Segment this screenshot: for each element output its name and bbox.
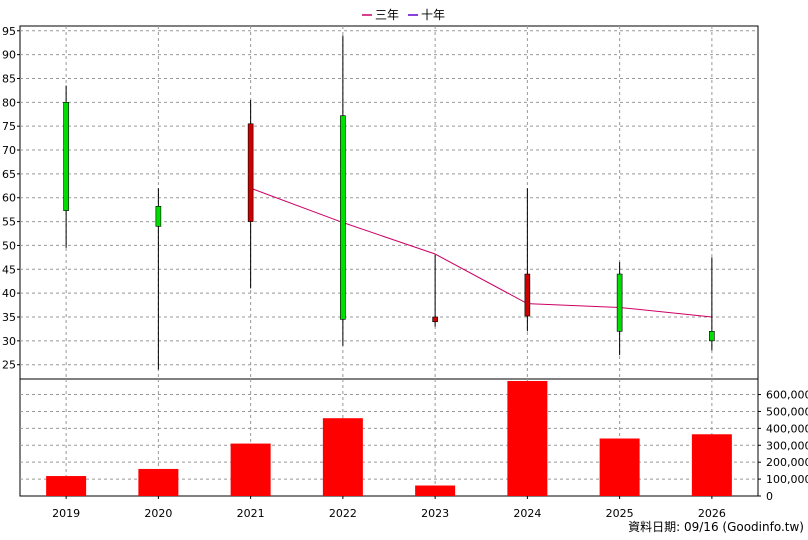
volume-bar (599, 438, 640, 496)
footer-source: 資料日期: 09/16 (Goodinfo.tw) (628, 520, 804, 534)
candle-body (432, 316, 438, 323)
price-tick-label: 35 (2, 311, 16, 324)
volume-tick-label: 100,000 (766, 473, 808, 486)
x-tick-label: 2023 (421, 507, 449, 520)
candle-body (63, 102, 69, 211)
volume-tick-label: 0 (766, 490, 773, 503)
volume-tick-label: 500,000 (766, 405, 808, 418)
chart-legend: 三年 十年 (362, 8, 445, 22)
x-tick-label: 2024 (513, 507, 541, 520)
volume-bar (322, 418, 363, 496)
price-tick-label: 25 (2, 359, 16, 372)
volume-tick-label: 300,000 (766, 439, 808, 452)
legend-label-3yr: 三年 (375, 8, 399, 22)
price-tick-label: 65 (2, 168, 16, 181)
volume-bar (46, 476, 87, 496)
x-tick-label: 2021 (237, 507, 265, 520)
moving-average-lines (250, 187, 712, 318)
price-tick-label: 85 (2, 72, 16, 85)
volume-bar (230, 443, 271, 496)
x-tick-label: 2025 (606, 507, 634, 520)
x-tick-label: 2019 (52, 507, 80, 520)
candle-body (709, 330, 715, 342)
price-tick-label: 50 (2, 239, 16, 252)
price-tick-label: 75 (2, 120, 16, 133)
x-tick-label: 2020 (144, 507, 172, 520)
legend-label-10yr: 十年 (421, 8, 445, 22)
candle-body (340, 115, 346, 320)
price-tick-label: 45 (2, 263, 16, 276)
x-axis-ticks: 2019 2020 2021 2022 2023 2024 2025 2026 (52, 496, 726, 520)
price-panel (19, 25, 759, 380)
price-tick-label: 30 (2, 335, 16, 348)
x-tick-label: 2026 (698, 507, 726, 520)
volume-panel (19, 378, 759, 497)
volume-bar (507, 381, 548, 496)
candlesticks (63, 35, 715, 370)
price-axis-ticks: 25 30 35 40 45 50 55 60 65 70 75 80 85 90 95 (2, 25, 20, 372)
price-tick-label: 95 (2, 25, 16, 38)
volume-bars (46, 381, 732, 496)
volume-tick-label: 200,000 (766, 456, 808, 469)
volume-axis-ticks: 0 100,000 200,000 300,000 400,000 500,000 600,… (758, 389, 808, 503)
price-tick-label: 90 (2, 49, 16, 62)
price-tick-label: 70 (2, 144, 16, 157)
candle-body (247, 123, 254, 222)
price-tick-label: 80 (2, 96, 16, 109)
candle-body (524, 273, 531, 317)
price-tick-label: 40 (2, 287, 16, 300)
candle-body (155, 206, 162, 227)
price-tick-label: 60 (2, 192, 16, 205)
volume-tick-label: 400,000 (766, 422, 808, 435)
ma-line (250, 187, 712, 318)
volume-bar (138, 468, 179, 496)
volume-bar (691, 434, 732, 496)
candle-body (616, 273, 623, 332)
x-tick-label: 2022 (329, 507, 357, 520)
volume-tick-label: 600,000 (766, 389, 808, 402)
price-tick-label: 55 (2, 216, 16, 229)
volume-bar (415, 485, 456, 496)
